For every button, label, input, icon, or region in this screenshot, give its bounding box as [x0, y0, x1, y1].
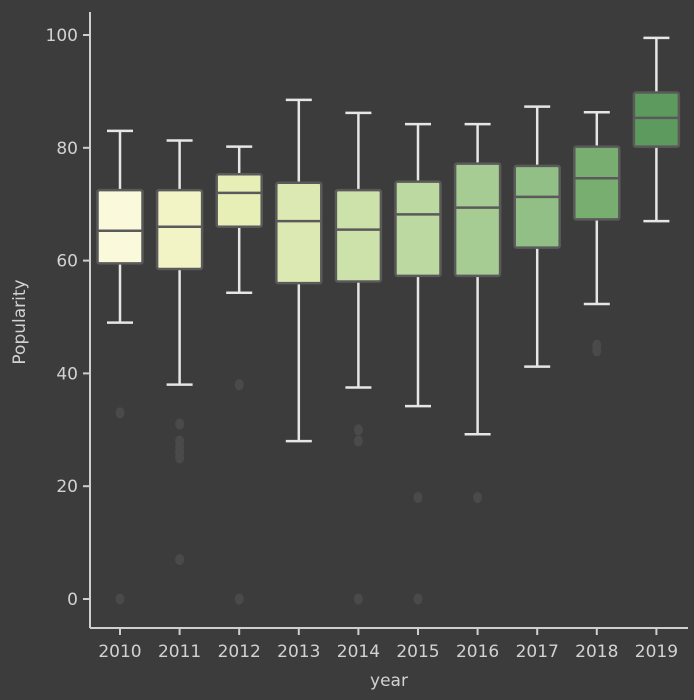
outlier-point [115, 407, 125, 419]
y-tick-label: 0 [67, 590, 78, 610]
x-tick-label: 2015 [396, 642, 439, 662]
box-2015 [394, 122, 442, 605]
x-tick-label: 2012 [218, 642, 261, 662]
box-2013 [275, 98, 323, 443]
box-2014 [334, 111, 383, 605]
iqr-box [513, 164, 561, 249]
x-axis-title: year [370, 671, 408, 691]
iqr-box [96, 188, 144, 265]
box-2018 [573, 111, 621, 357]
box-2011 [155, 139, 204, 566]
x-tick-label: 2017 [516, 642, 559, 662]
x-tick-label: 2018 [575, 642, 618, 662]
outlier-point [592, 339, 602, 351]
x-tick-label: 2011 [158, 642, 201, 662]
outlier-point [353, 435, 363, 447]
outlier-point [175, 554, 185, 566]
x-tick-label: 2016 [456, 642, 499, 662]
iqr-box [394, 180, 442, 278]
outlier-point [175, 418, 185, 430]
y-tick-label: 60 [56, 252, 78, 272]
y-tick-label: 100 [46, 26, 78, 46]
outlier-point [234, 593, 244, 605]
y-tick-label: 40 [56, 364, 78, 384]
outlier-point [473, 491, 483, 503]
x-tick-label: 2014 [337, 642, 380, 662]
box-2017 [513, 105, 561, 368]
iqr-box [334, 188, 383, 283]
box-2010 [96, 129, 144, 605]
y-axis-title: Popularity [10, 279, 30, 364]
outlier-point [175, 435, 185, 447]
box-2016 [453, 122, 502, 503]
iqr-box [275, 181, 323, 285]
outlier-point [413, 593, 423, 605]
iqr-box [453, 162, 502, 278]
outlier-point [413, 491, 423, 503]
y-tick-label: 80 [56, 139, 78, 159]
outlier-point [353, 424, 363, 436]
box-2012 [215, 145, 263, 605]
box-2019 [632, 36, 681, 223]
iqr-box [155, 188, 204, 271]
x-tick-label: 2010 [98, 642, 141, 662]
x-tick-label: 2019 [635, 642, 678, 662]
outlier-point [234, 379, 244, 391]
iqr-box [215, 173, 263, 229]
outlier-point [115, 593, 125, 605]
x-tick-label: 2013 [277, 642, 320, 662]
outlier-point [353, 593, 363, 605]
iqr-box [632, 91, 681, 148]
iqr-box [573, 145, 621, 221]
y-tick-label: 20 [56, 477, 78, 497]
